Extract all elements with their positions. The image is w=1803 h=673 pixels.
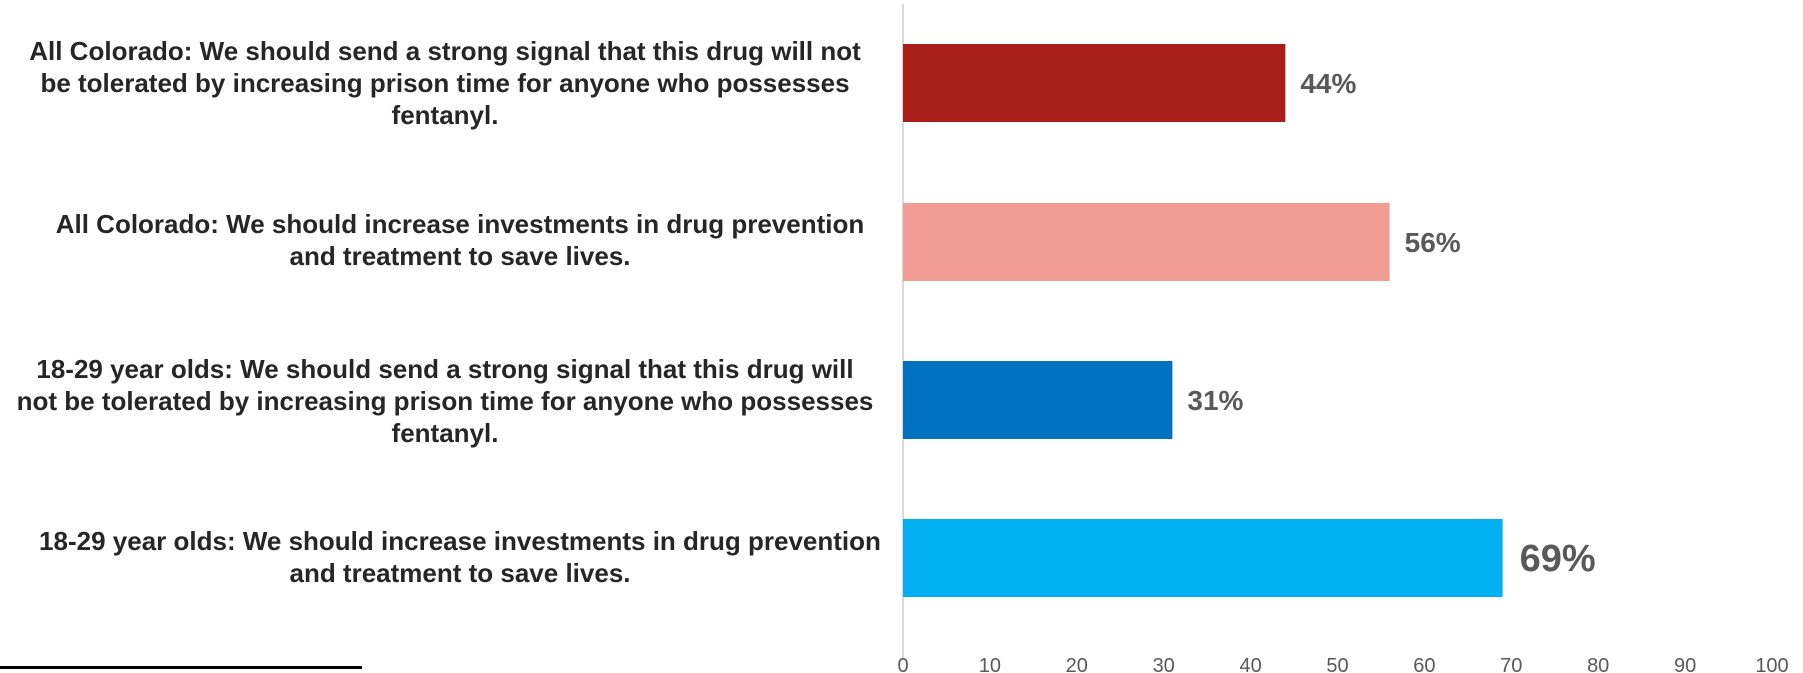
category-label: 18-29 year olds: We should increase inve… [39, 526, 881, 588]
x-tick-label: 20 [1066, 655, 1088, 673]
category-label: All Colorado: We should increase investm… [55, 209, 865, 271]
x-tick-label: 10 [979, 655, 1001, 673]
data-label: 69% [1520, 538, 1596, 580]
x-tick-label: 50 [1326, 655, 1348, 673]
bar [903, 203, 1390, 281]
bar [903, 44, 1286, 122]
data-label: 44% [1300, 68, 1356, 99]
bar [903, 519, 1503, 597]
x-tick-label: 100 [1755, 655, 1788, 673]
data-label: 56% [1405, 227, 1461, 258]
data-label: 31% [1187, 385, 1243, 416]
bar [903, 361, 1173, 439]
category-label: 18-29 year olds: We should send a strong… [16, 354, 874, 448]
x-tick-label: 30 [1153, 655, 1175, 673]
x-tick-label: 0 [897, 655, 908, 673]
x-tick-label: 40 [1239, 655, 1261, 673]
x-tick-label: 80 [1587, 655, 1609, 673]
x-tick-label: 90 [1674, 655, 1696, 673]
x-tick-label: 60 [1413, 655, 1435, 673]
footnote-divider [0, 666, 362, 669]
category-label: All Colorado: We should send a strong si… [29, 36, 861, 130]
x-tick-label: 70 [1500, 655, 1522, 673]
